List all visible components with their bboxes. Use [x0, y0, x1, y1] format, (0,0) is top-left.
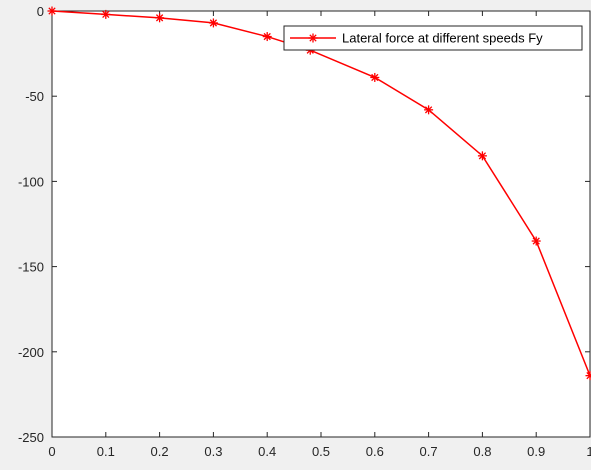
data-point-marker — [47, 6, 57, 16]
y-axis-ticks: 0 -50 -100 -150 -200 -250 — [18, 4, 590, 445]
x-tick-label: 0.2 — [151, 444, 169, 459]
y-tick-label: 0 — [37, 4, 44, 19]
y-tick-label: -150 — [18, 260, 44, 275]
x-tick-label: 0.8 — [473, 444, 491, 459]
x-tick-label: 1 — [586, 444, 591, 459]
data-point-marker — [262, 32, 272, 42]
x-tick-label: 0.7 — [420, 444, 438, 459]
x-tick-label: 0.9 — [527, 444, 545, 459]
x-tick-label: 0.4 — [258, 444, 276, 459]
data-point-marker — [477, 151, 487, 161]
legend: Lateral force at different speeds Fy — [283, 25, 583, 51]
y-tick-label: -250 — [18, 430, 44, 445]
legend-label: Lateral force at different speeds Fy — [342, 31, 543, 46]
data-point-marker — [101, 9, 111, 19]
x-tick-label: 0 — [48, 444, 55, 459]
data-point-marker — [208, 18, 218, 28]
data-point-marker — [308, 33, 318, 43]
x-tick-label: 0.6 — [366, 444, 384, 459]
data-point-marker — [585, 371, 591, 381]
data-point-marker — [370, 72, 380, 82]
data-point-marker — [531, 236, 541, 246]
data-point-marker — [155, 13, 165, 23]
x-axis-ticks: 0 0.1 0.2 0.3 0.4 0.5 0.6 0.7 0.8 0.9 1 — [48, 11, 591, 459]
x-tick-label: 0.1 — [97, 444, 115, 459]
y-tick-label: -50 — [25, 89, 44, 104]
x-tick-label: 0.5 — [312, 444, 330, 459]
data-point-marker — [424, 105, 434, 115]
x-tick-label: 0.3 — [204, 444, 222, 459]
y-tick-label: -200 — [18, 345, 44, 360]
y-tick-label: -100 — [18, 174, 44, 189]
plot-area — [52, 11, 590, 437]
